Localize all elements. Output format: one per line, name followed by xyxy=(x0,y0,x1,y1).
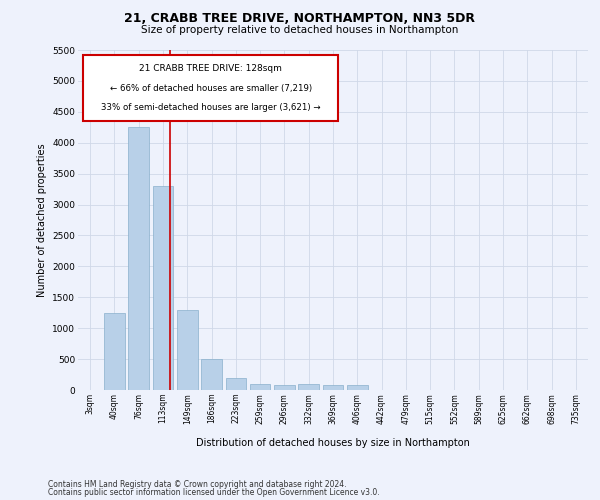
FancyBboxPatch shape xyxy=(83,55,338,122)
Text: ← 66% of detached houses are smaller (7,219): ← 66% of detached houses are smaller (7,… xyxy=(110,84,311,93)
Bar xyxy=(250,384,271,390)
Text: Contains public sector information licensed under the Open Government Licence v3: Contains public sector information licen… xyxy=(48,488,380,497)
Bar xyxy=(347,386,368,390)
Text: 33% of semi-detached houses are larger (3,621) →: 33% of semi-detached houses are larger (… xyxy=(101,102,320,112)
Bar xyxy=(323,386,343,390)
Bar xyxy=(152,186,173,390)
Bar xyxy=(128,128,149,390)
Bar xyxy=(226,378,246,390)
Text: 21 CRABB TREE DRIVE: 128sqm: 21 CRABB TREE DRIVE: 128sqm xyxy=(139,64,282,72)
Bar xyxy=(274,386,295,390)
Bar xyxy=(201,359,222,390)
Bar xyxy=(298,384,319,390)
Text: Size of property relative to detached houses in Northampton: Size of property relative to detached ho… xyxy=(142,25,458,35)
Text: Distribution of detached houses by size in Northampton: Distribution of detached houses by size … xyxy=(196,438,470,448)
Y-axis label: Number of detached properties: Number of detached properties xyxy=(37,143,47,297)
Bar xyxy=(177,310,197,390)
Text: 21, CRABB TREE DRIVE, NORTHAMPTON, NN3 5DR: 21, CRABB TREE DRIVE, NORTHAMPTON, NN3 5… xyxy=(125,12,476,26)
Bar xyxy=(104,312,125,390)
Text: Contains HM Land Registry data © Crown copyright and database right 2024.: Contains HM Land Registry data © Crown c… xyxy=(48,480,347,489)
